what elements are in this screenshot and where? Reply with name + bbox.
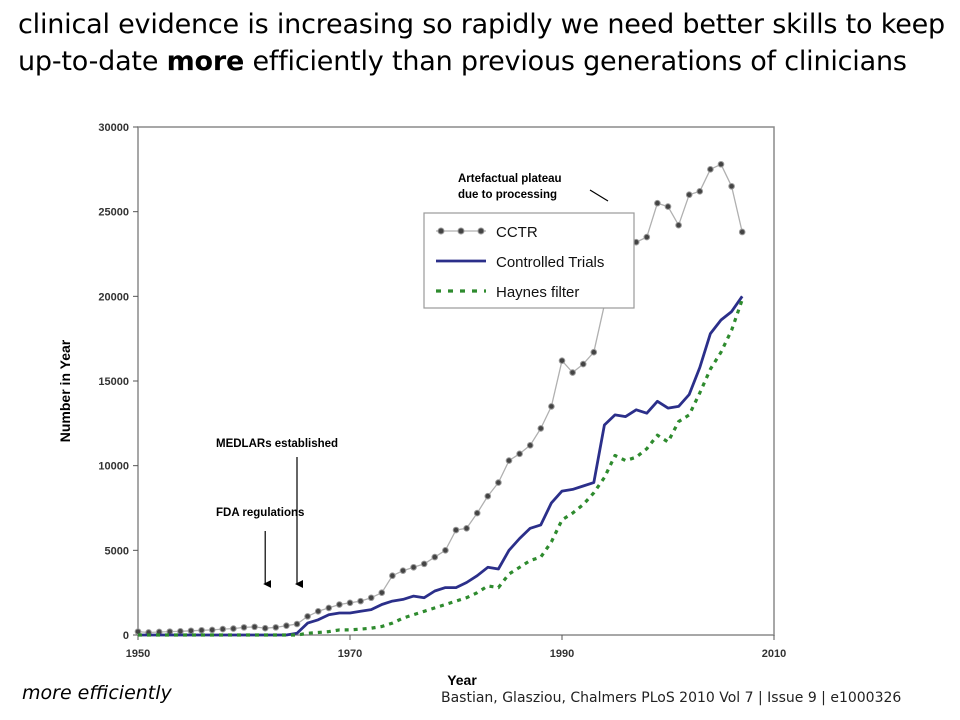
legend-marker — [437, 227, 445, 235]
data-point-cctr — [526, 442, 534, 449]
legend-label: CCTR — [496, 224, 538, 241]
annotation-plateau-line2: due to processing — [458, 189, 557, 201]
x-tick-label: 1950 — [126, 648, 150, 660]
data-point-cctr — [293, 620, 301, 628]
data-point-cctr — [219, 625, 227, 633]
slide-headline: clinical evidence is increasing so rapid… — [18, 6, 948, 80]
data-point-cctr — [579, 360, 587, 368]
data-point-cctr — [187, 627, 195, 635]
data-point-cctr — [230, 625, 237, 632]
headline-emphasis: more — [166, 46, 245, 77]
series-line-controlled-trials — [138, 295, 744, 637]
data-point-cctr — [728, 182, 735, 190]
data-point-cctr — [325, 604, 333, 612]
x-tick-label: 2010 — [762, 648, 786, 660]
data-point-cctr — [399, 567, 407, 574]
headline-part2: efficiently than previous generations of… — [244, 46, 907, 77]
citation: Bastian, Glasziou, Chalmers PLoS 2010 Vo… — [441, 690, 902, 706]
data-point-cctr — [569, 369, 576, 376]
data-point-cctr — [516, 450, 523, 458]
data-point-cctr — [654, 199, 661, 207]
series-layer — [134, 160, 746, 637]
y-tick-label: 20000 — [98, 291, 129, 303]
chart-legend: CCTR Controlled Trials Haynes filter — [423, 212, 635, 309]
data-point-cctr — [643, 233, 651, 241]
data-point-cctr — [357, 597, 364, 605]
data-point-cctr — [495, 479, 502, 486]
data-point-cctr — [314, 607, 322, 615]
y-tick-label: 30000 — [98, 122, 129, 134]
data-point-cctr — [304, 613, 311, 620]
data-point-cctr — [198, 626, 205, 634]
data-point-cctr — [473, 509, 481, 517]
legend-marker — [457, 227, 465, 235]
annotation-medlars: MEDLARs established — [216, 438, 338, 450]
data-point-cctr — [410, 563, 417, 571]
legend-marker — [477, 227, 485, 235]
data-point-cctr — [696, 188, 704, 195]
data-point-cctr — [537, 425, 545, 432]
legend-label: Haynes filter — [496, 284, 579, 301]
data-point-cctr — [707, 166, 714, 173]
footer-tagline: more efficiently — [22, 682, 172, 704]
series-line-haynes-filter — [138, 299, 744, 637]
annotation-fda: FDA regulations — [216, 507, 304, 519]
y-tick-label: 5000 — [105, 545, 129, 557]
data-point-cctr — [738, 228, 746, 236]
x-axis-label: Year — [447, 672, 477, 688]
data-point-cctr — [590, 348, 598, 356]
x-tick-label: 1990 — [550, 648, 574, 660]
x-tick-label: 1970 — [338, 648, 362, 660]
data-point-cctr — [420, 560, 428, 568]
data-point-cctr — [283, 622, 290, 629]
data-point-cctr — [177, 627, 184, 635]
data-point-cctr — [251, 623, 258, 631]
data-point-cctr — [346, 599, 354, 607]
y-tick-label: 25000 — [98, 207, 129, 219]
legend-label: Controlled Trials — [496, 254, 604, 271]
data-point-cctr — [431, 553, 439, 561]
data-point-cctr — [378, 589, 386, 596]
data-point-cctr — [685, 191, 693, 199]
data-point-cctr — [664, 203, 672, 210]
data-point-cctr — [240, 624, 248, 631]
y-axis-label: Number in Year — [57, 339, 73, 442]
y-tick-label: 10000 — [98, 461, 129, 473]
data-point-cctr — [442, 547, 449, 554]
annotation-plateau-line1: Artefactual plateau — [458, 173, 562, 185]
data-point-cctr — [484, 492, 492, 500]
y-tick-label: 15000 — [98, 376, 129, 388]
data-point-cctr — [389, 572, 396, 580]
data-point-cctr — [717, 160, 725, 168]
data-point-cctr — [208, 626, 216, 634]
annotations-layer: Artefactual plateau due to processing MEDL… — [216, 173, 609, 588]
data-point-cctr — [675, 221, 682, 229]
data-point-cctr — [261, 624, 269, 632]
data-point-cctr — [452, 526, 460, 534]
data-point-cctr — [272, 624, 280, 631]
axes-layer: 0 5000 10000 15000 20000 25000 30000 1950 1970 19… — [57, 122, 786, 688]
series-line-cctr — [137, 163, 743, 634]
headline-part1: clinical evidence is increasing so rapid… — [18, 9, 945, 77]
data-point-cctr — [463, 525, 470, 532]
plot-frame — [137, 126, 775, 636]
data-point-cctr — [505, 457, 513, 464]
data-point-cctr — [548, 403, 555, 410]
data-point-cctr — [367, 594, 375, 602]
y-tick-label: 0 — [123, 630, 129, 642]
data-point-cctr — [336, 601, 343, 608]
annotation-plateau-pointer — [589, 189, 609, 202]
data-point-cctr — [558, 357, 566, 364]
